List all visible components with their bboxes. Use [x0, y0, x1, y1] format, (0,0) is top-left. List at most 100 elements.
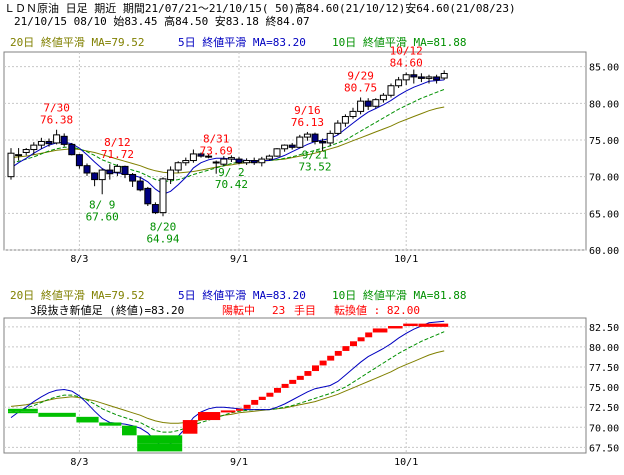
annotation-price: 84.60	[390, 57, 423, 70]
top-legend-ma5: 5日 終値平滑 MA=83.20	[178, 35, 306, 49]
tlb-y-tick: 77.50	[589, 363, 619, 374]
top-legend-ma20: 20日 終値平滑 MA=79.52	[10, 35, 144, 49]
brick-up	[251, 399, 259, 405]
candles	[7, 69, 448, 217]
annotation-date: 8/20	[150, 220, 177, 233]
brick-up	[243, 404, 251, 409]
annotation-date: 8/ 9	[89, 198, 116, 211]
annotation-date: 9/ 2	[218, 166, 245, 179]
ma5-line	[10, 79, 445, 195]
ma10-line	[10, 88, 445, 182]
candle-body	[159, 178, 167, 214]
candle-body	[250, 160, 258, 164]
candle-body	[319, 140, 327, 144]
brick-down	[137, 435, 183, 444]
candle-body	[22, 149, 30, 153]
annotation-date: 9/29	[347, 69, 374, 82]
candle-body	[265, 155, 273, 160]
candle-body	[129, 173, 137, 182]
candle-body	[364, 100, 372, 107]
candle-body	[296, 136, 304, 148]
candle-body	[30, 144, 38, 151]
candle-body	[167, 169, 175, 181]
candle-body	[425, 76, 433, 79]
candle-body	[45, 140, 53, 145]
brick-down	[76, 416, 99, 423]
bottom-ma10-polyline	[10, 331, 445, 433]
annotation-price: 70.42	[215, 178, 248, 191]
annotation-date: 8/31	[203, 133, 230, 146]
annotation-price: 80.75	[344, 81, 377, 94]
candlestick-panel: 85.00 80.00 75.00 70.00 65.00 60.00 8/3 9/1 10/…	[3, 45, 619, 265]
candle-body	[341, 116, 349, 124]
candle-body	[7, 152, 15, 178]
brick-up	[258, 396, 266, 400]
candle-body	[288, 144, 296, 148]
annotation-price: 64.94	[146, 232, 179, 245]
brick-up	[182, 420, 198, 434]
brick-up	[403, 323, 418, 327]
brick-up	[342, 346, 350, 351]
tlb-x-tick: 8/3	[70, 457, 88, 468]
tlb-y-tick: 72.50	[589, 403, 619, 414]
annotation-date: 9/16	[294, 104, 321, 117]
tlb-y-tick: 80.00	[589, 343, 619, 354]
candle-body	[68, 143, 76, 156]
brick-up	[289, 379, 297, 384]
bottom-legend-ma10: 10日 終値平滑 MA=81.88	[332, 288, 466, 302]
tlb-y-tick: 75.00	[589, 383, 619, 394]
three-line-break-plot-area	[3, 317, 587, 454]
three-line-break-y-axis: 82.50 80.00 77.50 75.00 72.50 70.00 67.50	[589, 323, 619, 455]
candlestick-y-tick: 65.00	[589, 209, 619, 220]
candle-body	[227, 157, 235, 160]
candlestick-plot-area	[3, 51, 587, 251]
annotation-price: 73.69	[200, 145, 233, 158]
brick-up	[220, 410, 236, 413]
brick-up	[418, 323, 449, 327]
candle-body	[235, 158, 243, 164]
candle-body	[151, 204, 159, 214]
three-line-break-grid	[4, 318, 586, 453]
tlb-x-tick: 10/1	[394, 457, 418, 468]
brick-down	[137, 443, 183, 452]
header-line2: 21/10/15 08/10 始83.45 高84.50 安83.18 終84.…	[14, 14, 310, 28]
candle-body	[106, 169, 114, 175]
candle-body	[91, 172, 99, 181]
brick-up	[319, 360, 327, 366]
candle-body	[372, 99, 380, 107]
candlestick-x-axis: 8/3 9/1 10/1	[70, 254, 418, 265]
three-line-break-panel: 82.50 80.00 77.50 75.00 72.50 70.00 67.50 8/3 9…	[3, 317, 619, 468]
brick-up	[350, 341, 357, 347]
header-line1: ＬＤＮ原油 日足 期近 期間21/07/21～21/10/15( 50)高84.…	[4, 1, 516, 15]
annotation-date: 10/12	[390, 45, 423, 58]
turn-status-label: 陽転中	[222, 304, 255, 317]
candle-body	[75, 154, 83, 167]
annotation-date: 9/21	[302, 148, 329, 161]
brick-up	[334, 350, 342, 356]
brick-down	[99, 422, 122, 426]
candlestick-y-axis: 85.00 80.00 75.00 70.00 65.00 60.00	[589, 63, 619, 257]
conversion-value-label: 転換値 : 82.00	[334, 304, 420, 317]
ma5-polyline	[10, 79, 445, 195]
candle-body	[144, 187, 152, 205]
candle-body	[197, 153, 205, 157]
candle-body	[182, 160, 190, 164]
candle-body	[205, 155, 213, 158]
annotation-price: 67.60	[86, 210, 119, 223]
brick-up	[281, 383, 289, 388]
candle-body	[417, 76, 425, 79]
candle-body	[326, 132, 334, 144]
brick-up	[327, 355, 335, 361]
bottom-ma10-line	[10, 331, 445, 433]
candle-body	[83, 165, 91, 174]
candle-body	[136, 180, 144, 191]
brick-up	[365, 332, 373, 338]
bottom-legend-ma20: 20日 終値平滑 MA=79.52	[10, 288, 144, 302]
tlb-y-tick: 67.50	[589, 443, 619, 454]
brick-up	[304, 371, 312, 376]
candle-body	[258, 158, 266, 164]
candlestick-grid	[4, 52, 586, 251]
brick-up	[357, 337, 365, 342]
candle-body	[273, 148, 281, 157]
